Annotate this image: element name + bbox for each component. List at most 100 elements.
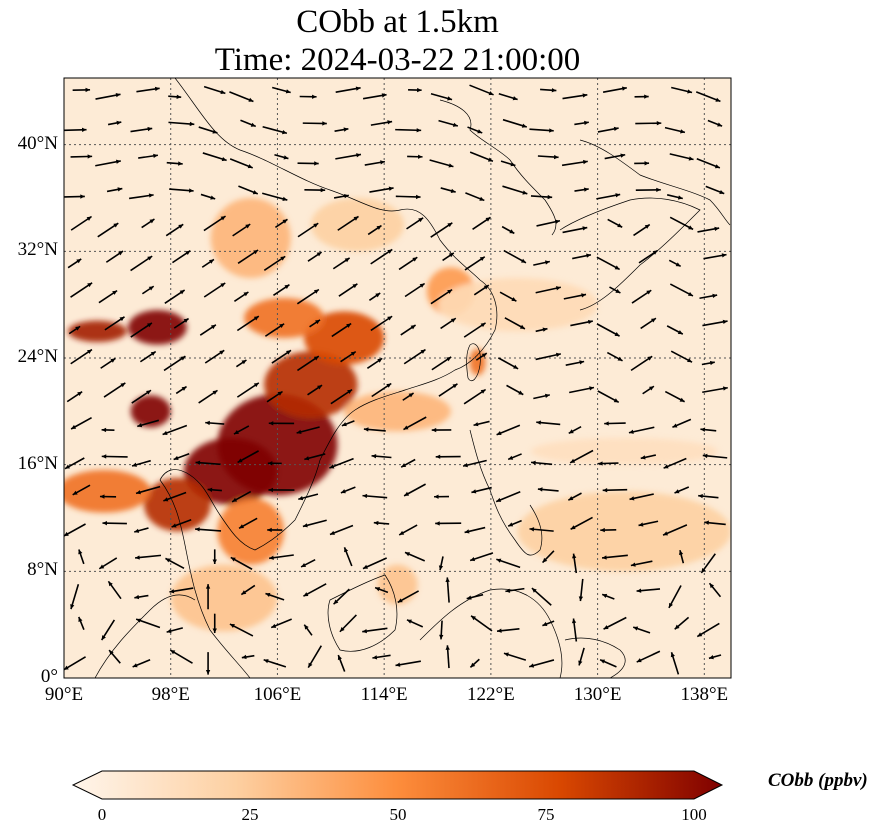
wind-arrow [262, 192, 288, 201]
wind-arrow [335, 86, 361, 93]
map-frame [63, 77, 732, 679]
wind-arrow [700, 553, 716, 574]
wind-arrow [78, 549, 85, 565]
wind-arrow [473, 284, 490, 296]
wind-arrow [134, 594, 149, 600]
wind-arrow [371, 382, 392, 398]
wind-arrow [438, 556, 444, 571]
wind-arrow [274, 218, 288, 229]
wind-arrow [708, 654, 722, 660]
wind-arrow [374, 586, 389, 594]
wind-arrow [165, 557, 185, 569]
wind-arrow [640, 317, 657, 330]
wind-arrow [205, 652, 211, 675]
wind-arrow [408, 87, 422, 93]
wind-arrow [430, 288, 453, 305]
wind-arrow [237, 450, 259, 464]
wind-arrow [267, 527, 283, 533]
wind-arrow [264, 323, 285, 337]
wind-arrow [333, 194, 349, 199]
wind-arrow [528, 659, 555, 668]
wind-arrow [529, 527, 554, 532]
concentration-patch [344, 391, 451, 432]
concentration-patch [530, 438, 718, 465]
wind-arrow [70, 583, 80, 610]
wind-arrow [570, 319, 593, 327]
wind-arrow [703, 253, 727, 260]
wind-arrow [107, 580, 122, 600]
wind-arrow [708, 582, 722, 598]
wind-arrow [240, 584, 256, 596]
wind-arrow [406, 217, 424, 230]
wind-arrow [72, 484, 91, 496]
wind-arrow [103, 382, 126, 398]
wind-arrow [406, 619, 424, 628]
wind-arrow [162, 424, 188, 436]
wind-arrow [362, 557, 388, 570]
wind-arrow [338, 283, 358, 297]
wind-arrow [266, 390, 283, 403]
wind-arrow [571, 618, 578, 642]
wind-arrow [698, 493, 719, 499]
wind-arrow [340, 350, 357, 363]
wind-arrow [462, 459, 487, 468]
wind-arrow [297, 161, 319, 166]
wind-arrow [506, 384, 524, 396]
wind-arrow [469, 658, 480, 668]
wind-arrow [496, 424, 521, 436]
wind-arrow [367, 224, 382, 236]
wind-arrow [630, 355, 653, 372]
wind-arrow [697, 226, 720, 233]
wind-arrow [403, 348, 426, 365]
wind-arrow [537, 154, 559, 160]
wind-arrow [503, 652, 527, 661]
wind-arrow [434, 494, 449, 499]
wind-arrow [562, 226, 588, 234]
wind-arrow [135, 485, 161, 495]
wind-arrow [175, 385, 187, 395]
wind-arrow [229, 158, 253, 169]
wind-arrow [337, 654, 346, 672]
wind-arrow [202, 152, 227, 162]
wind-arrow [67, 258, 82, 269]
concentration-patch [68, 320, 127, 343]
wind-arrow [464, 256, 486, 271]
wind-arrow [465, 192, 485, 202]
wind-arrow [670, 652, 680, 675]
wind-arrow [307, 384, 323, 396]
wind-arrow [407, 154, 423, 159]
wind-arrow [373, 520, 390, 526]
wind-arrow [565, 360, 585, 366]
concentration-patch [437, 278, 598, 332]
wind-arrow [631, 289, 652, 304]
wind-arrow [303, 583, 327, 597]
wind-arrow [563, 293, 587, 300]
wind-arrow [370, 315, 393, 332]
wind-arrow [205, 420, 225, 426]
wind-arrow [362, 493, 388, 499]
wind-arrow [445, 645, 450, 669]
wind-arrow [699, 293, 718, 300]
wind-arrow [633, 223, 651, 237]
wind-arrow [229, 91, 254, 103]
wind-arrow [696, 158, 721, 169]
wind-arrow [664, 390, 686, 403]
wind-arrow [135, 554, 162, 560]
wind-arrow [540, 88, 557, 93]
wind-arrow [236, 315, 260, 332]
wind-arrow [404, 551, 426, 562]
wind-arrow [271, 349, 292, 364]
wind-arrow [98, 289, 118, 304]
wind-arrow [131, 459, 151, 467]
wind-arrow [229, 623, 254, 637]
wind-arrow [504, 317, 526, 330]
wind-arrow [603, 616, 627, 630]
wind-arrow [567, 492, 582, 501]
wind-arrow [200, 193, 216, 200]
wind-arrow [366, 357, 383, 369]
wind-arrow [495, 491, 521, 503]
wind-arrow [638, 249, 659, 264]
wind-arrow [198, 389, 218, 404]
wind-arrow [503, 249, 527, 264]
wind-arrow [137, 419, 160, 428]
